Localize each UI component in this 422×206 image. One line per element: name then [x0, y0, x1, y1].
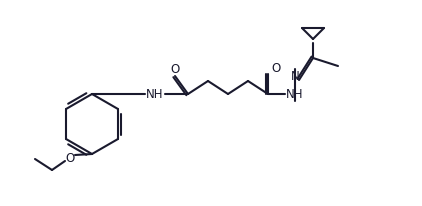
Text: O: O: [271, 62, 281, 75]
Text: NH: NH: [286, 88, 304, 101]
Text: O: O: [65, 151, 75, 165]
Text: N: N: [291, 69, 299, 82]
Text: O: O: [170, 62, 180, 76]
Text: NH: NH: [146, 88, 164, 101]
